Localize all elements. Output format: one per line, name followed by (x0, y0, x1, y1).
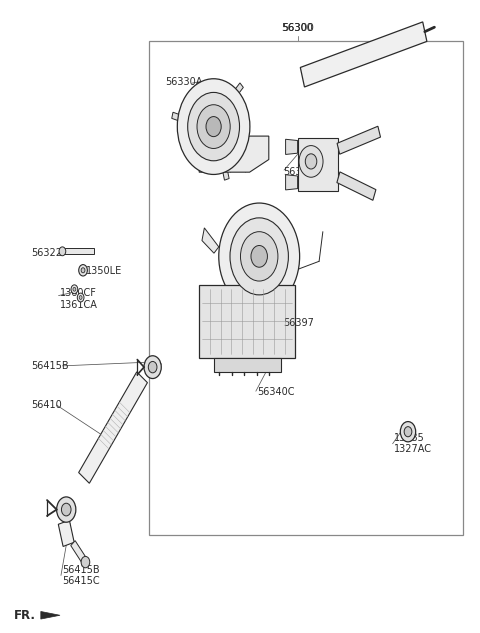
Text: 1360CF: 1360CF (60, 288, 97, 298)
Polygon shape (337, 172, 376, 200)
Bar (199, 285, 295, 358)
Circle shape (59, 247, 66, 256)
Text: 56415C: 56415C (62, 576, 100, 586)
Text: 56415B: 56415B (31, 361, 69, 371)
Text: 56300: 56300 (282, 23, 313, 34)
Polygon shape (79, 372, 147, 483)
Text: FR.: FR. (13, 609, 36, 622)
Circle shape (71, 285, 78, 294)
Circle shape (400, 422, 416, 442)
Text: 56300: 56300 (281, 23, 314, 34)
Text: 56410: 56410 (31, 400, 62, 410)
Bar (298, 138, 338, 191)
Polygon shape (199, 136, 269, 172)
Text: 56415B: 56415B (62, 565, 100, 575)
Polygon shape (62, 248, 94, 254)
Circle shape (251, 246, 267, 267)
Circle shape (73, 287, 76, 291)
Text: 13385: 13385 (394, 433, 424, 443)
Circle shape (148, 361, 157, 373)
Text: 56330A: 56330A (166, 77, 203, 87)
Text: 56322: 56322 (31, 248, 62, 258)
Polygon shape (41, 611, 60, 619)
Polygon shape (172, 112, 184, 122)
Polygon shape (71, 541, 86, 563)
Polygon shape (286, 139, 298, 154)
Polygon shape (58, 520, 74, 546)
Polygon shape (202, 228, 219, 253)
Polygon shape (337, 126, 381, 154)
Circle shape (79, 265, 87, 276)
Circle shape (240, 232, 278, 281)
Circle shape (206, 116, 221, 137)
Bar (149, 41, 463, 535)
Circle shape (81, 556, 90, 568)
Text: 1350LE: 1350LE (86, 266, 123, 276)
Circle shape (79, 296, 82, 299)
Circle shape (77, 293, 84, 302)
Circle shape (81, 268, 85, 273)
Circle shape (305, 154, 317, 169)
Text: 56390C: 56390C (283, 167, 321, 177)
Text: 1327AC: 1327AC (394, 444, 432, 454)
Circle shape (188, 92, 240, 161)
Text: 56340C: 56340C (257, 387, 294, 398)
Circle shape (177, 78, 250, 175)
Polygon shape (232, 83, 243, 98)
Text: 1361CA: 1361CA (60, 300, 98, 310)
Circle shape (230, 218, 288, 295)
Polygon shape (300, 22, 427, 87)
Bar (214, 358, 281, 372)
Polygon shape (221, 164, 229, 180)
Circle shape (61, 503, 71, 516)
Circle shape (197, 104, 230, 149)
Circle shape (219, 203, 300, 310)
Circle shape (144, 356, 161, 379)
Polygon shape (286, 175, 298, 190)
Circle shape (57, 497, 76, 522)
Text: 56397: 56397 (283, 318, 314, 328)
Circle shape (299, 146, 323, 177)
Circle shape (404, 427, 412, 437)
